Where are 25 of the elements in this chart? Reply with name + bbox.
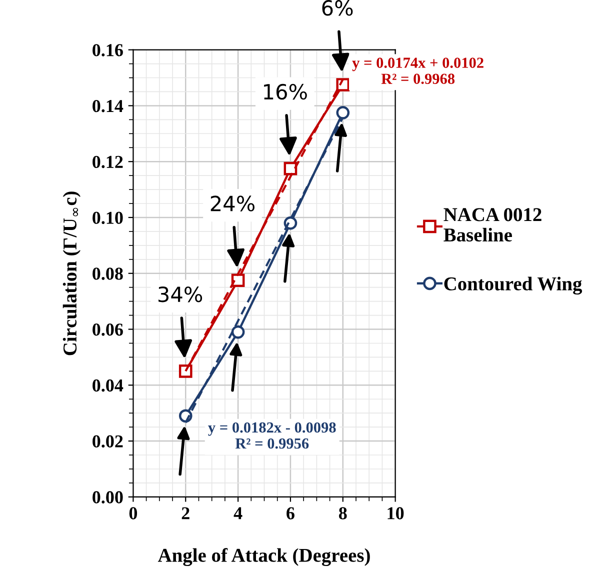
- y-tick-label: 0.12: [92, 156, 123, 168]
- x-axis-title: Angle of Attack (Degrees): [158, 548, 370, 566]
- annotation: 34%: [158, 286, 202, 302]
- x-tick-label: 2: [182, 507, 190, 520]
- y-tick-label: 0.10: [92, 212, 123, 224]
- y-tick-label: 0.02: [92, 435, 123, 448]
- annotation: y = 0.0182x - 0.0098 R² = 0.9956: [208, 422, 336, 449]
- legend-label: Contoured Wing: [444, 276, 582, 295]
- x-tick-label: 0: [129, 507, 138, 520]
- y-tick-label: 0.16: [92, 44, 123, 56]
- annotation: 24%: [210, 196, 254, 212]
- annotation: y = 0.0174x + 0.0102 R² = 0.9968: [352, 58, 484, 84]
- x-tick-label: 6: [286, 507, 294, 520]
- x-tick-label: 4: [234, 507, 242, 520]
- legend-label: NACA 0012 Baseline: [444, 208, 542, 242]
- y-tick-label: 0.04: [92, 379, 124, 392]
- x-tick-label: 8: [338, 507, 347, 520]
- x-tick-label: 10: [388, 507, 404, 520]
- y-tick-label: 0.08: [92, 268, 123, 280]
- annotation: 16%: [264, 84, 307, 100]
- y-tick-label: 0.06: [92, 324, 123, 336]
- y-axis-title: Circulation (Γ/U$_{∞}$c): [62, 192, 81, 356]
- y-tick-label: 0.00: [92, 491, 123, 504]
- text: 6%: [322, 0, 353, 16]
- y-tick-label: 0.14: [92, 100, 124, 112]
